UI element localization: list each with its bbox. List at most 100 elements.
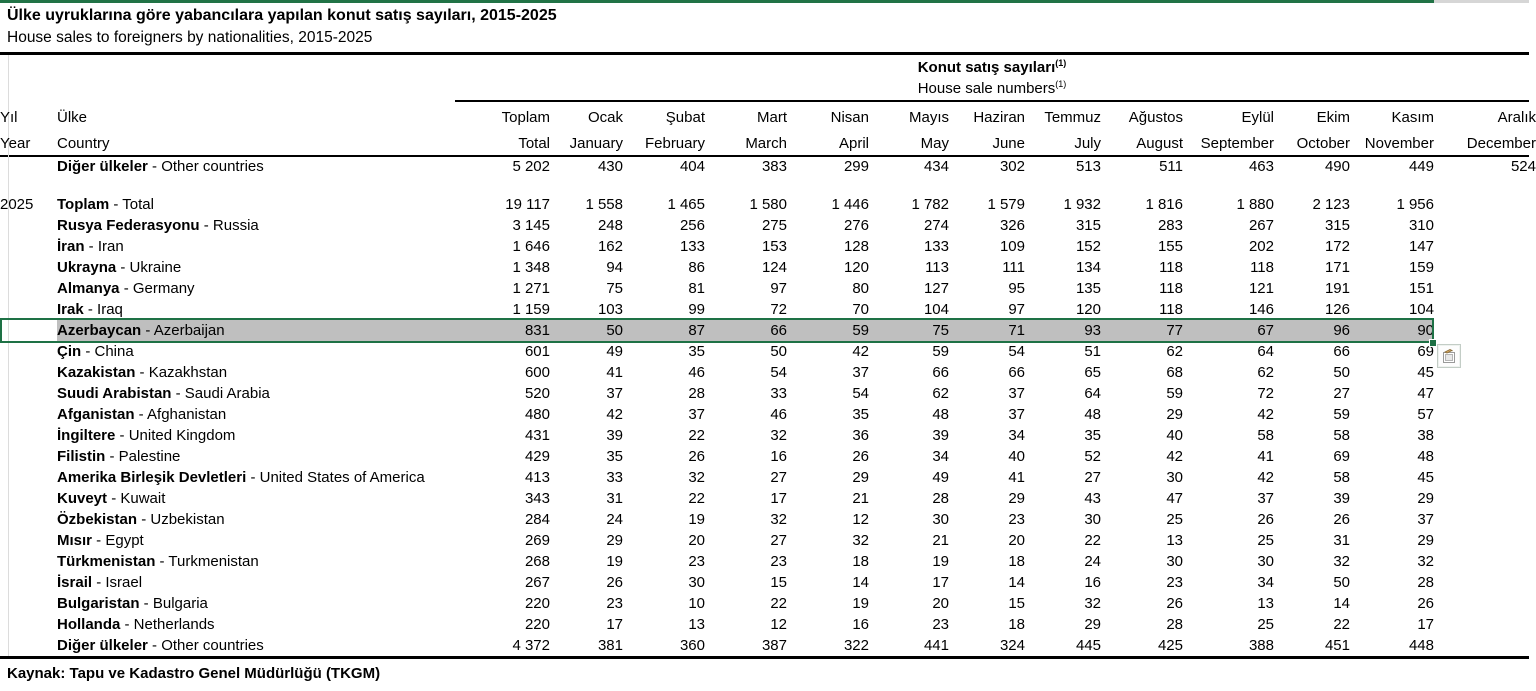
cell-value[interactable]: [1434, 572, 1536, 593]
cell-value[interactable]: 58: [1333, 469, 1350, 486]
cell-country[interactable]: Türkmenistan - Turkmenistan: [57, 553, 259, 570]
cell-value[interactable]: 381: [597, 637, 623, 654]
cell-value[interactable]: 28: [688, 385, 705, 402]
cell-value[interactable]: 39: [1333, 490, 1350, 507]
cell-value[interactable]: 81: [688, 280, 705, 297]
cell-year[interactable]: [0, 425, 57, 446]
cell-value[interactable]: [1434, 530, 1536, 551]
cell-value[interactable]: 39: [606, 427, 623, 444]
cell-value[interactable]: 276: [843, 217, 869, 234]
cell-value[interactable]: 32: [770, 511, 787, 528]
cell-value[interactable]: 59: [787, 320, 869, 341]
cell-country[interactable]: Amerika Birleşik Devletleri - United Sta…: [57, 469, 425, 486]
cell-year[interactable]: [0, 320, 57, 341]
cell-value[interactable]: 449: [1408, 158, 1434, 175]
cell-value[interactable]: 19: [688, 511, 705, 528]
cell-year[interactable]: [0, 278, 57, 299]
cell-value[interactable]: 14: [852, 574, 869, 591]
cell-year[interactable]: [0, 635, 57, 656]
cell-value[interactable]: 104: [923, 301, 949, 318]
cell-value[interactable]: 118: [1159, 280, 1183, 297]
cell-value[interactable]: 90: [1350, 320, 1434, 341]
cell-country[interactable]: Diğer ülkeler - Other countries: [57, 637, 264, 654]
cell-value[interactable]: 22: [770, 595, 787, 612]
cell-value[interactable]: 441: [923, 637, 949, 654]
cell-year[interactable]: [0, 404, 57, 425]
cell-value[interactable]: 32: [1333, 553, 1350, 570]
cell-value[interactable]: 23: [932, 616, 949, 633]
cell-value[interactable]: 59: [1166, 385, 1183, 402]
cell-value[interactable]: 49: [606, 343, 623, 360]
cell-value[interactable]: 1 465: [667, 196, 705, 213]
cell-value[interactable]: 133: [679, 238, 705, 255]
cell-value[interactable]: 490: [1324, 158, 1350, 175]
cell-value[interactable]: 24: [606, 511, 623, 528]
cell-value[interactable]: 19: [852, 595, 869, 612]
cell-value[interactable]: 15: [1008, 595, 1025, 612]
cell-value[interactable]: 1 580: [749, 196, 787, 213]
cell-value[interactable]: [1434, 614, 1536, 635]
cell-value[interactable]: 326: [999, 217, 1025, 234]
cell-value[interactable]: 19 117: [505, 196, 550, 213]
cell-value[interactable]: 26: [606, 574, 623, 591]
cell-value[interactable]: 37: [1008, 385, 1025, 402]
cell-value[interactable]: 831: [455, 320, 550, 341]
cell-value[interactable]: 172: [1324, 238, 1350, 255]
cell-year[interactable]: [0, 467, 57, 488]
cell-value[interactable]: 126: [1324, 301, 1350, 318]
cell-value[interactable]: 42: [606, 406, 623, 423]
cell-value[interactable]: 64: [1257, 343, 1274, 360]
cell-value[interactable]: 23: [606, 595, 623, 612]
cell-year[interactable]: [0, 614, 57, 635]
cell-value[interactable]: 52: [1084, 448, 1101, 465]
cell-value[interactable]: 27: [770, 469, 787, 486]
cell-value[interactable]: 162: [597, 238, 623, 255]
cell-value[interactable]: 14: [1008, 574, 1025, 591]
cell-value[interactable]: 383: [761, 158, 787, 175]
cell-value[interactable]: 66: [705, 320, 787, 341]
cell-value[interactable]: 39: [932, 427, 949, 444]
cell-value[interactable]: 343: [524, 490, 550, 507]
paste-options-button[interactable]: [1437, 344, 1461, 368]
cell-value[interactable]: 30: [1084, 511, 1101, 528]
cell-value[interactable]: 322: [843, 637, 869, 654]
cell-value[interactable]: 133: [923, 238, 949, 255]
cell-value[interactable]: 47: [1417, 385, 1434, 402]
cell-value[interactable]: 69: [1333, 448, 1350, 465]
cell-value[interactable]: 10: [688, 595, 705, 612]
cell-country[interactable]: İsrail - Israel: [57, 574, 143, 591]
cell-value[interactable]: 120: [1075, 301, 1101, 318]
cell-value[interactable]: [1434, 446, 1536, 467]
cell-country[interactable]: Mısır - Egypt: [57, 532, 144, 549]
cell-value[interactable]: 1 446: [831, 196, 869, 213]
cell-value[interactable]: 155: [1157, 238, 1183, 255]
cell-value[interactable]: 104: [1408, 301, 1434, 318]
cell-value[interactable]: 86: [688, 259, 705, 276]
cell-year[interactable]: [0, 509, 57, 530]
cell-value[interactable]: 37: [852, 364, 869, 381]
cell-value[interactable]: 404: [679, 158, 705, 175]
cell-value[interactable]: 274: [923, 217, 949, 234]
cell-value[interactable]: 29: [1084, 616, 1101, 633]
cell-value[interactable]: 28: [1166, 616, 1183, 633]
cell-value[interactable]: 14: [1333, 595, 1350, 612]
cell-value[interactable]: 124: [761, 259, 787, 276]
cell-value[interactable]: 43: [1084, 490, 1101, 507]
cell-year[interactable]: [0, 593, 57, 614]
cell-value[interactable]: 41: [1008, 469, 1025, 486]
cell-value[interactable]: 1 558: [585, 196, 623, 213]
cell-value[interactable]: 47: [1166, 490, 1183, 507]
cell-value[interactable]: [1434, 551, 1536, 572]
cell-value[interactable]: [1434, 278, 1536, 299]
cell-value[interactable]: 62: [1257, 364, 1274, 381]
cell-value[interactable]: 40: [1008, 448, 1025, 465]
cell-value[interactable]: [1434, 215, 1536, 236]
cell-value[interactable]: [1434, 467, 1536, 488]
cell-country[interactable]: Toplam - Total: [57, 196, 154, 213]
cell-value[interactable]: 58: [1257, 427, 1274, 444]
cell-value[interactable]: 41: [606, 364, 623, 381]
cell-value[interactable]: 48: [1417, 448, 1434, 465]
cell-year[interactable]: [0, 530, 57, 551]
cell-value[interactable]: 87: [623, 320, 705, 341]
cell-value[interactable]: [1434, 404, 1536, 425]
